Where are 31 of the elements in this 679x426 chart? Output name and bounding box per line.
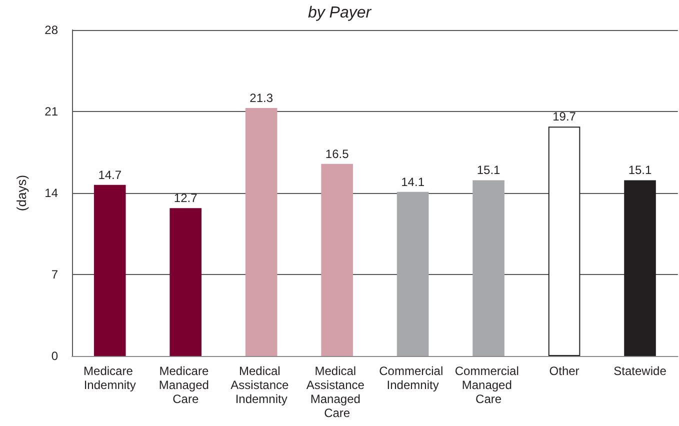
x-tick-label: Medical Assistance Managed Care bbox=[306, 364, 368, 420]
y-axis-title: (days) bbox=[14, 174, 29, 212]
x-tick-label: Commercial Indemnity bbox=[379, 364, 446, 392]
x-tick-label: Medicare Managed Care bbox=[158, 364, 212, 406]
data-label: 16.5 bbox=[325, 146, 350, 161]
x-tick-label: Commercial Managed Care bbox=[454, 364, 522, 406]
data-label: 12.7 bbox=[174, 191, 198, 206]
chart-title: by Payer bbox=[308, 4, 372, 22]
bar bbox=[321, 164, 353, 356]
data-label: 19.7 bbox=[552, 110, 576, 124]
bar bbox=[472, 180, 504, 356]
y-tick-label: 7 bbox=[51, 268, 58, 282]
y-tick-label: 14 bbox=[44, 186, 58, 200]
bar bbox=[548, 126, 580, 356]
x-tick-label: Statewide bbox=[614, 364, 667, 378]
data-label: 14.1 bbox=[401, 174, 425, 189]
data-label: 15.1 bbox=[628, 163, 652, 178]
x-tick-label: Other bbox=[549, 364, 580, 378]
bar bbox=[170, 208, 202, 356]
x-tick-label: Medicare Indemnity bbox=[84, 364, 136, 392]
bar bbox=[396, 192, 429, 356]
y-tick-label: 28 bbox=[44, 23, 58, 37]
data-label: 14.7 bbox=[98, 168, 122, 182]
data-label: 21.3 bbox=[250, 91, 274, 106]
data-label: 15.1 bbox=[476, 163, 501, 178]
bar bbox=[624, 180, 656, 356]
y-tick-label: 0 bbox=[51, 349, 58, 363]
y-tick-label: 21 bbox=[44, 104, 58, 118]
x-tick-label: Medical Assistance Indemnity bbox=[230, 364, 292, 406]
bar bbox=[245, 108, 278, 356]
bar bbox=[94, 184, 126, 356]
